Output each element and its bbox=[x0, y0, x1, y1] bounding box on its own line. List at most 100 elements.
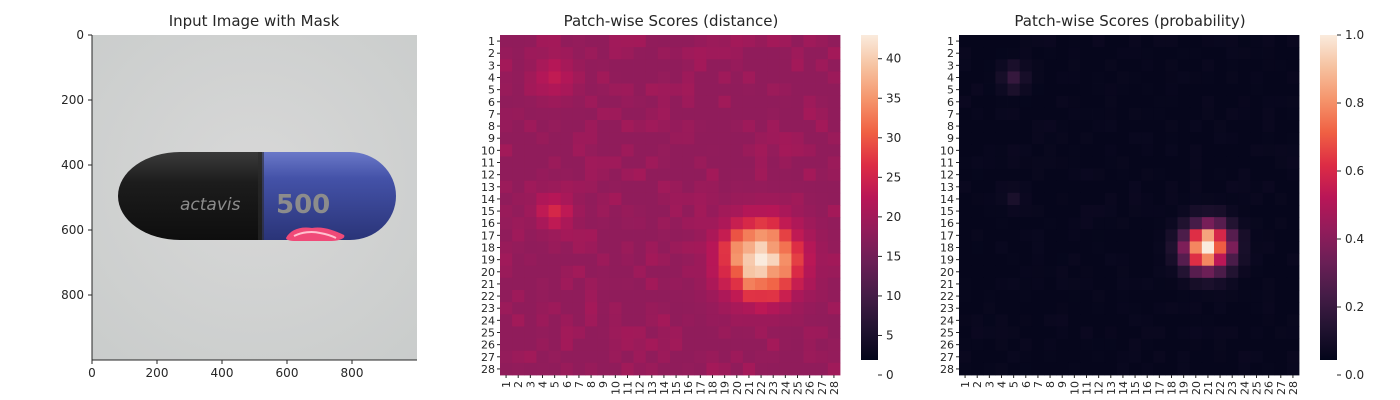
heatmap-cell bbox=[1129, 35, 1142, 48]
heatmap-cell bbox=[755, 241, 768, 254]
heatmap-cell bbox=[1153, 326, 1166, 339]
heatmap-cell bbox=[524, 217, 537, 230]
heatmap-cell bbox=[1080, 338, 1093, 352]
heatmap-cell bbox=[827, 168, 841, 182]
heatmap-cell bbox=[1141, 132, 1154, 145]
heatmap-cell bbox=[500, 35, 513, 48]
heatmap-cell bbox=[1177, 95, 1191, 109]
heatmap-cell bbox=[1189, 107, 1203, 121]
y-tick-label: 0 bbox=[76, 28, 84, 42]
heatmap-cell bbox=[1286, 326, 1300, 339]
heatmap-cell bbox=[803, 253, 817, 267]
heatmap-cell bbox=[779, 107, 792, 121]
heatmap-cell bbox=[1031, 265, 1045, 279]
heatmap-cell bbox=[706, 290, 719, 303]
heatmap-cell bbox=[1153, 314, 1166, 327]
heatmap-cell bbox=[657, 144, 671, 157]
col-tick-label: 3 bbox=[983, 381, 996, 388]
heatmap-cell bbox=[670, 265, 683, 279]
heatmap-cell bbox=[983, 71, 996, 84]
heatmap-cell bbox=[815, 338, 829, 352]
heatmap-cell bbox=[1214, 35, 1227, 48]
col-tick-label: 7 bbox=[573, 381, 586, 388]
heatmap-cell bbox=[657, 120, 671, 133]
heatmap-cell bbox=[779, 47, 792, 60]
heatmap-cell bbox=[1104, 180, 1118, 194]
capsule-brand-text: actavis bbox=[180, 195, 241, 215]
heatmap-cell bbox=[597, 277, 610, 291]
heatmap-cell bbox=[1189, 253, 1203, 267]
heatmap-cell bbox=[585, 192, 598, 206]
heatmap-cell bbox=[1214, 180, 1227, 194]
heatmap-cell bbox=[959, 144, 972, 157]
heatmap-cell bbox=[560, 168, 574, 182]
heatmap-cell bbox=[827, 350, 841, 364]
heatmap-cell bbox=[827, 132, 841, 145]
heatmap-cell bbox=[512, 95, 525, 109]
heatmap-cell bbox=[815, 35, 829, 48]
heatmap-cell bbox=[1238, 120, 1251, 133]
heatmap-cell bbox=[1238, 156, 1251, 169]
col-tick-label: 11 bbox=[1081, 381, 1094, 395]
probability-heatmap-tick-labels: 1234567891011121314151617181920212223242… bbox=[940, 35, 1300, 395]
col-tick-label: 17 bbox=[694, 381, 707, 395]
heatmap-cell bbox=[1250, 180, 1263, 194]
heatmap-cell bbox=[706, 241, 719, 254]
heatmap-cell bbox=[1165, 350, 1178, 364]
heatmap-cell bbox=[682, 120, 695, 133]
heatmap-cell bbox=[500, 217, 513, 230]
heatmap-cell bbox=[609, 229, 622, 242]
heatmap-cell bbox=[670, 168, 683, 182]
heatmap-cell bbox=[815, 47, 829, 60]
heatmap-cell bbox=[1044, 59, 1057, 72]
y-tick-label: 800 bbox=[61, 288, 84, 302]
heatmap-cell bbox=[560, 132, 574, 145]
heatmap-cell bbox=[670, 229, 683, 242]
heatmap-cell bbox=[791, 59, 804, 72]
heatmap-cell bbox=[645, 144, 659, 157]
heatmap-cell bbox=[657, 156, 671, 169]
heatmap-cell bbox=[1250, 107, 1263, 121]
heatmap-cell bbox=[718, 47, 732, 60]
heatmap-cell bbox=[1214, 168, 1227, 182]
heatmap-cell bbox=[1238, 132, 1251, 145]
row-tick-label: 11 bbox=[940, 157, 954, 170]
heatmap-cell bbox=[548, 156, 562, 169]
heatmap-cell bbox=[1262, 217, 1276, 230]
heatmap-cell bbox=[694, 47, 707, 60]
heatmap-cell bbox=[1153, 290, 1166, 303]
heatmap-cell bbox=[1274, 144, 1288, 157]
heatmap-cell bbox=[1019, 265, 1033, 279]
heatmap-cell bbox=[706, 107, 719, 121]
heatmap-cell bbox=[983, 362, 996, 376]
heatmap-cell bbox=[1214, 338, 1227, 352]
heatmap-cell bbox=[706, 180, 719, 194]
heatmap-cell bbox=[1250, 95, 1263, 109]
heatmap-cell bbox=[718, 83, 732, 97]
heatmap-cell bbox=[995, 156, 1008, 169]
heatmap-cell bbox=[1214, 192, 1227, 206]
heatmap-cell bbox=[1056, 338, 1069, 352]
heatmap-cell bbox=[815, 120, 829, 133]
heatmap-cell bbox=[779, 350, 792, 364]
heatmap-cell bbox=[1226, 168, 1239, 182]
heatmap-cell bbox=[585, 314, 598, 327]
heatmap-cell bbox=[500, 265, 513, 279]
heatmap-cell bbox=[827, 217, 841, 230]
col-tick-label: 28 bbox=[828, 381, 841, 395]
heatmap-cell bbox=[995, 132, 1008, 145]
heatmap-cell bbox=[971, 241, 984, 254]
heatmap-cell bbox=[1214, 217, 1227, 230]
heatmap-cell bbox=[1019, 205, 1033, 218]
heatmap-cell bbox=[1226, 314, 1239, 327]
heatmap-cell bbox=[1019, 277, 1033, 291]
heatmap-cell bbox=[1031, 71, 1045, 84]
heatmap-cell bbox=[1056, 180, 1069, 194]
heatmap-cell bbox=[609, 241, 622, 254]
heatmap-cell bbox=[597, 95, 610, 109]
probability-colorbar bbox=[1320, 35, 1337, 360]
heatmap-cell bbox=[682, 229, 695, 242]
heatmap-cell bbox=[1129, 217, 1142, 230]
heatmap-cell bbox=[512, 156, 525, 169]
heatmap-cell bbox=[1104, 265, 1118, 279]
